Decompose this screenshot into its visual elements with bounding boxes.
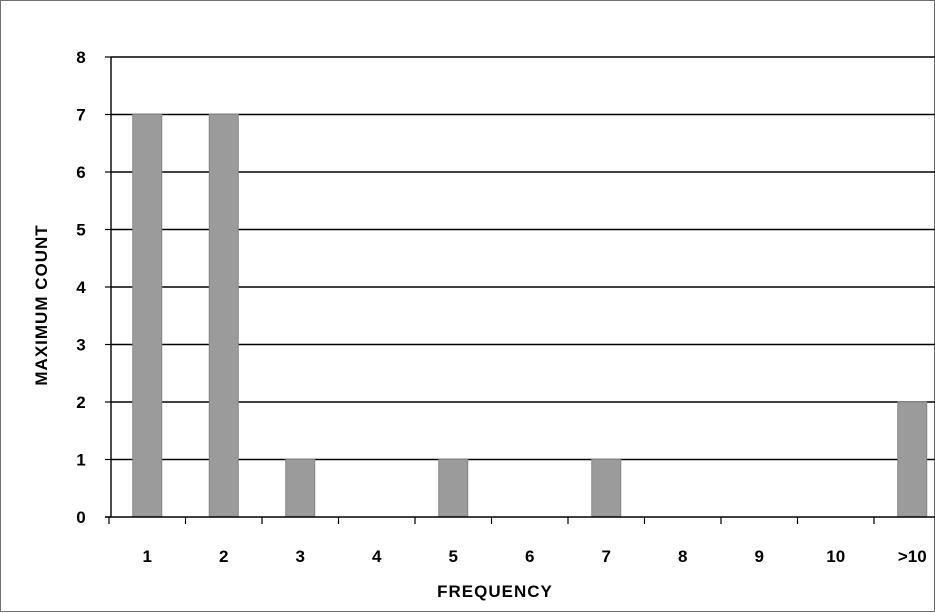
y-tick-label-7: 7	[76, 106, 85, 125]
x-tick-label-10: 10	[826, 547, 845, 566]
y-axis-title: MAXIMUM COUNT	[32, 224, 51, 385]
bar-1	[132, 114, 163, 518]
x-axis-title: FREQUENCY	[437, 582, 553, 601]
axes	[105, 56, 935, 524]
bar-2	[208, 114, 239, 518]
x-tick-label-5: 5	[449, 547, 458, 566]
y-tick-label-3: 3	[76, 336, 85, 355]
y-tick-label-6: 6	[76, 163, 85, 182]
y-tick-label-4: 4	[76, 278, 86, 297]
x-tick-label-6: 6	[525, 547, 534, 566]
x-tick-label-3: 3	[296, 547, 305, 566]
x-tick-label->10: >10	[898, 547, 927, 566]
y-tick-label-8: 8	[76, 48, 85, 67]
y-tick-label-0: 0	[76, 508, 85, 527]
gridlines	[111, 56, 935, 461]
x-tick-label-8: 8	[678, 547, 687, 566]
bar-3	[285, 459, 316, 518]
x-tick-label-9: 9	[755, 547, 764, 566]
x-tick-label-2: 2	[219, 547, 228, 566]
bars	[132, 114, 928, 518]
bar-5	[438, 459, 469, 518]
bar-7	[591, 459, 622, 518]
tick-labels: 0 1 2 3 4 5 6 7 8 1 2 3 4 5 6 7 8 9 10 >10	[76, 48, 926, 566]
bar->10	[897, 401, 928, 518]
y-tick-label-2: 2	[76, 393, 85, 412]
x-tick-label-7: 7	[602, 547, 611, 566]
y-tick-label-1: 1	[76, 451, 85, 470]
x-tick-label-4: 4	[372, 547, 382, 566]
x-tick-label-1: 1	[143, 547, 152, 566]
y-tick-label-5: 5	[76, 221, 85, 240]
